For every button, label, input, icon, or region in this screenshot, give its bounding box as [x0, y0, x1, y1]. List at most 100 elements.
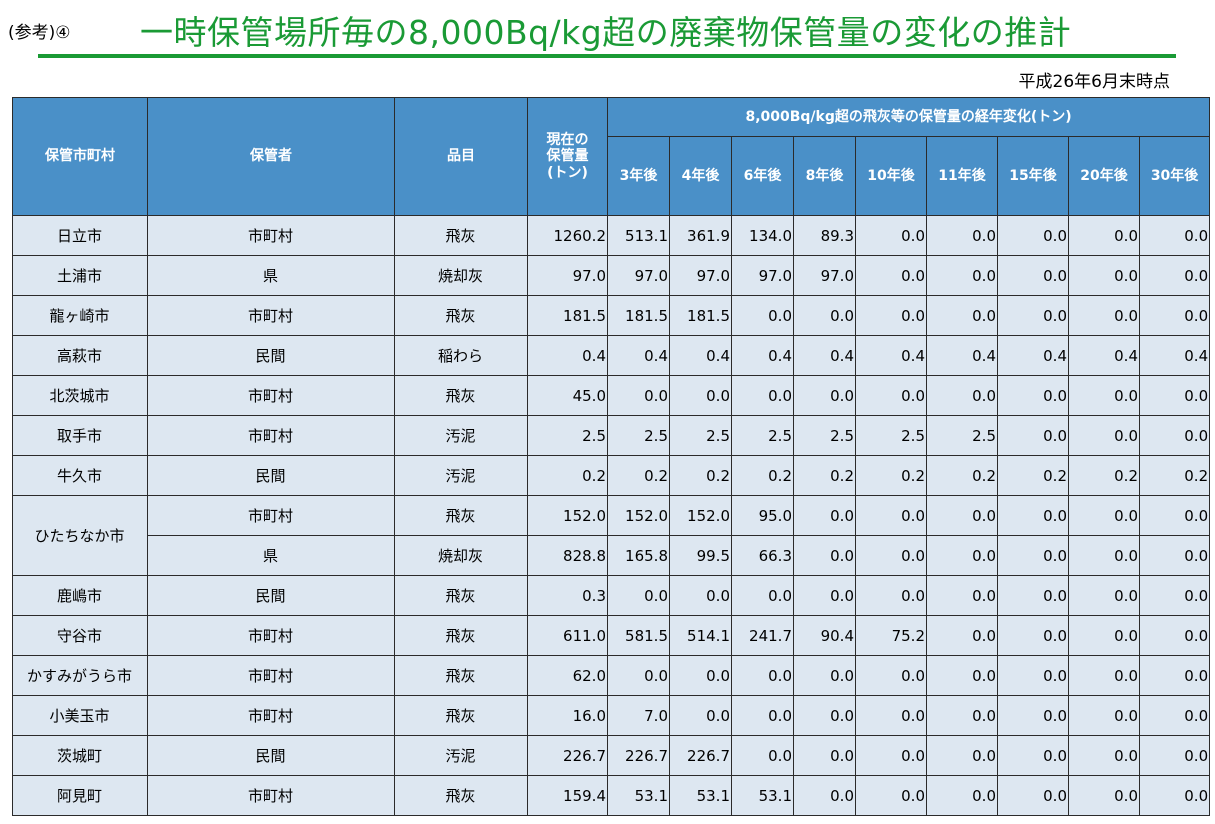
cell-projected-amount: 53.1	[731, 775, 794, 816]
cell-projected-amount: 0.0	[926, 535, 998, 576]
cell-item: 飛灰	[394, 695, 528, 736]
cell-projected-amount: 0.0	[855, 535, 927, 576]
table-row: 高萩市 民間 稲わら 0.4 0.4 0.4 0.4 0.4 0.4 0.4 0.4 0.4 0.4	[12, 335, 1211, 376]
cell-projected-amount: 0.0	[997, 575, 1069, 616]
cell-projected-amount: 165.8	[607, 535, 670, 576]
cell-current-amount: 828.8	[527, 535, 608, 576]
cell-projected-amount: 0.2	[1138, 455, 1211, 496]
cell-projected-amount: 0.0	[926, 735, 998, 776]
column-header-yearly-change-group: 8,000Bq/kg超の飛灰等の保管量の経年変化(トン)	[606, 97, 1211, 137]
cell-item: 飛灰	[394, 655, 528, 696]
cell-projected-amount: 0.0	[855, 375, 927, 416]
cell-projected-amount: 0.0	[1138, 735, 1211, 776]
cell-projected-amount: 0.2	[793, 455, 856, 496]
cell-custodian: 市町村	[147, 215, 395, 256]
table-row: 北茨城市 市町村 飛灰 45.0 0.0 0.0 0.0 0.0 0.0 0.0 0.0 0.0 0.0	[12, 375, 1211, 416]
cell-projected-amount: 0.0	[855, 575, 927, 616]
cell-projected-amount: 2.5	[731, 415, 794, 456]
cell-custodian: 民間	[147, 335, 395, 376]
title-underline	[38, 54, 1176, 58]
cell-projected-amount: 0.0	[926, 215, 998, 256]
cell-projected-amount: 0.2	[1068, 455, 1140, 496]
cell-projected-amount: 181.5	[607, 295, 670, 336]
cell-projected-amount: 0.4	[669, 335, 732, 376]
cell-projected-amount: 0.0	[607, 575, 670, 616]
cell-projected-amount: 0.0	[997, 215, 1069, 256]
cell-projected-amount: 0.0	[926, 615, 998, 656]
cell-projected-amount: 0.0	[793, 735, 856, 776]
cell-projected-amount: 0.0	[1068, 415, 1140, 456]
cell-projected-amount: 53.1	[669, 775, 732, 816]
cell-projected-amount: 0.0	[669, 375, 732, 416]
cell-item: 飛灰	[394, 375, 528, 416]
column-header-year: 11年後	[926, 136, 998, 216]
cell-item: 飛灰	[394, 495, 528, 536]
cell-projected-amount: 0.2	[926, 455, 998, 496]
year-header-row: 3年後 4年後 6年後 8年後 10年後 11年後 15年後 20年後 30年後	[13, 136, 1211, 216]
cell-municipality: かすみがうら市	[12, 655, 148, 696]
cell-projected-amount: 0.0	[855, 495, 927, 536]
table-row: かすみがうら市 市町村 飛灰 62.0 0.0 0.0 0.0 0.0 0.0 0.0 0.0 0.0…	[12, 655, 1211, 696]
column-header-year: 4年後	[669, 136, 732, 216]
table-row: 阿見町 市町村 飛灰 159.4 53.1 53.1 53.1 0.0 0.0 0.0 0.0 0.0…	[12, 775, 1211, 816]
cell-municipality: 鹿嶋市	[12, 575, 148, 616]
cell-projected-amount: 226.7	[607, 735, 670, 776]
cell-projected-amount: 0.4	[793, 335, 856, 376]
cell-item: 飛灰	[394, 575, 528, 616]
storage-table: 保管市町村 保管者 品目 現在の 保管量 (トン) 8,000Bq/kg超の飛灰…	[12, 97, 1211, 816]
cell-projected-amount: 0.0	[793, 375, 856, 416]
cell-projected-amount: 0.0	[926, 655, 998, 696]
table-row: 取手市 市町村 汚泥 2.5 2.5 2.5 2.5 2.5 2.5 2.5 0.0 0.0 0.0	[12, 415, 1211, 456]
cell-projected-amount: 0.0	[793, 655, 856, 696]
cell-municipality: 取手市	[12, 415, 148, 456]
cell-item: 焼却灰	[394, 255, 528, 296]
cell-projected-amount: 241.7	[731, 615, 794, 656]
cell-projected-amount: 226.7	[669, 735, 732, 776]
cell-projected-amount: 0.0	[1138, 255, 1211, 296]
cell-projected-amount: 0.0	[997, 375, 1069, 416]
cell-projected-amount: 0.0	[607, 375, 670, 416]
cell-projected-amount: 0.0	[855, 215, 927, 256]
cell-current-amount: 181.5	[527, 295, 608, 336]
cell-projected-amount: 0.0	[1138, 615, 1211, 656]
cell-projected-amount: 0.0	[731, 655, 794, 696]
cell-projected-amount: 97.0	[607, 255, 670, 296]
cell-projected-amount: 0.0	[926, 775, 998, 816]
cell-custodian: 市町村	[147, 695, 395, 736]
cell-current-amount: 226.7	[527, 735, 608, 776]
cell-projected-amount: 0.0	[1138, 535, 1211, 576]
cell-projected-amount: 0.2	[855, 455, 927, 496]
cell-projected-amount: 0.0	[1068, 695, 1140, 736]
cell-projected-amount: 0.0	[793, 535, 856, 576]
cell-projected-amount: 75.2	[855, 615, 927, 656]
cell-projected-amount: 0.0	[926, 375, 998, 416]
cell-municipality: 日立市	[12, 215, 148, 256]
cell-current-amount: 152.0	[527, 495, 608, 536]
cell-projected-amount: 2.5	[926, 415, 998, 456]
cell-projected-amount: 0.0	[855, 775, 927, 816]
cell-projected-amount: 89.3	[793, 215, 856, 256]
cell-custodian: 民間	[147, 455, 395, 496]
cell-municipality: 茨城町	[12, 735, 148, 776]
cell-item: 汚泥	[394, 455, 528, 496]
table-row: ひたちなか市 市町村 飛灰 152.0 152.0 152.0 95.0 0.0 0.0 0.0 0…	[12, 495, 1211, 576]
cell-projected-amount: 0.0	[926, 495, 998, 536]
cell-projected-amount: 152.0	[669, 495, 732, 536]
cell-projected-amount: 0.0	[855, 735, 927, 776]
cell-projected-amount: 90.4	[793, 615, 856, 656]
cell-projected-amount: 0.4	[607, 335, 670, 376]
cell-projected-amount: 0.0	[1068, 615, 1140, 656]
column-header-current-amount: 現在の 保管量 (トン)	[527, 97, 608, 216]
cell-projected-amount: 0.0	[926, 695, 998, 736]
cell-projected-amount: 0.0	[997, 775, 1069, 816]
table-row: 龍ヶ崎市 市町村 飛灰 181.5 181.5 181.5 0.0 0.0 0.0 0.0 0.0 0…	[12, 295, 1211, 336]
cell-projected-amount: 0.0	[997, 535, 1069, 576]
cell-projected-amount: 0.0	[1068, 655, 1140, 696]
cell-custodian: 市町村	[147, 775, 395, 816]
cell-item: 汚泥	[394, 735, 528, 776]
cell-projected-amount: 0.0	[731, 375, 794, 416]
table-row: 県焼却灰 828.8 165.8 99.5 66.3 0.0 0.0 0.0 0.0 0.0 0.0	[13, 535, 1211, 576]
cell-municipality: 守谷市	[12, 615, 148, 656]
page-header: (参考)④ 一時保管場所毎の8,000Bq/kg超の廃棄物保管量の変化の推計	[0, 0, 1215, 60]
cell-custodian: 市町村	[147, 295, 395, 336]
